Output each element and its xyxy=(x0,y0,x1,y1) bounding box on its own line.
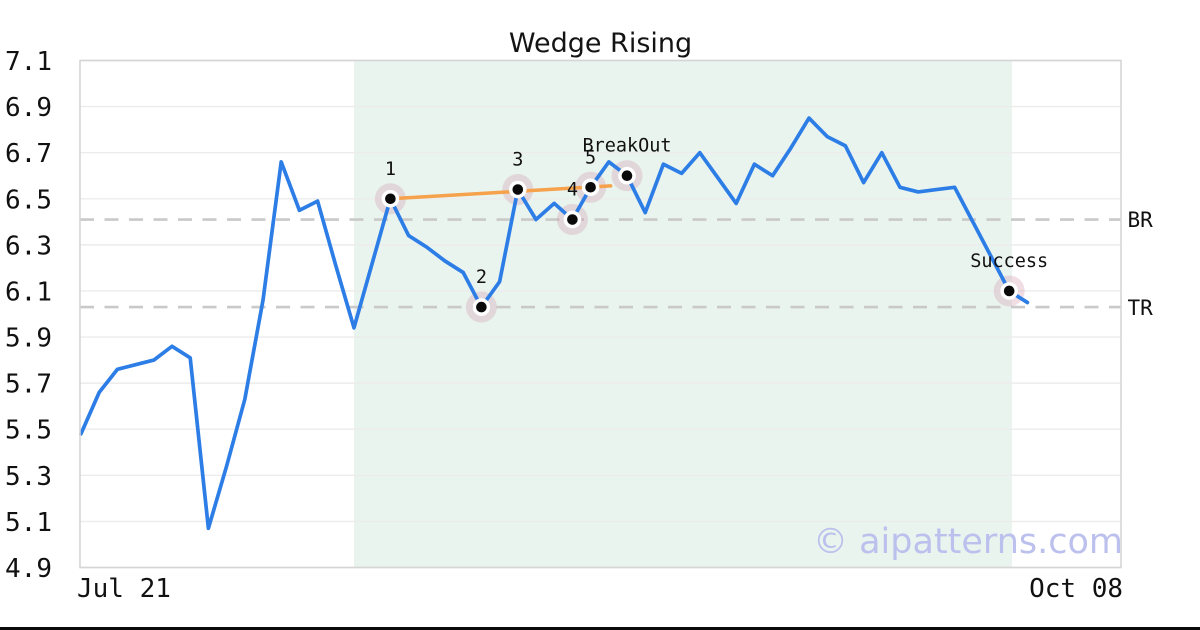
annotation-4: 4 xyxy=(567,180,578,201)
y-tick-label: 5.3 xyxy=(5,462,52,492)
annotation-2: 2 xyxy=(476,267,487,288)
annotation-breakout: BreakOut xyxy=(582,136,671,157)
level-label-tr: TR xyxy=(1128,296,1154,320)
annotation-5: 5 xyxy=(585,147,596,168)
x-tick-end: Oct 08 xyxy=(1029,574,1123,604)
annotation-1: 1 xyxy=(385,159,396,180)
pattern-region-layer xyxy=(354,60,1012,568)
y-tick-label: 4.9 xyxy=(5,554,52,584)
y-tick-label: 6.7 xyxy=(5,139,52,169)
y-axis-labels: 7.1 6.9 6.7 6.5 6.3 6.1 5.9 5.7 5.5 5.3 5.1 4.9 xyxy=(5,47,52,584)
marker-dot-success xyxy=(1003,285,1015,297)
y-tick-label: 6.1 xyxy=(5,277,52,307)
annotation-3: 3 xyxy=(512,150,523,171)
y-tick-label: 5.1 xyxy=(5,508,52,538)
annotation-success: Success xyxy=(970,251,1048,272)
price-line xyxy=(79,116,1030,531)
marker-dot-4 xyxy=(567,214,578,225)
marker-dot-1 xyxy=(385,193,396,205)
marker-dots-layer xyxy=(381,166,1018,316)
marker-dot-5 xyxy=(585,181,596,193)
y-tick-label: 7.1 xyxy=(5,47,52,77)
marker-dot-3 xyxy=(512,184,524,195)
x-tick-start: Jul 21 xyxy=(77,574,171,604)
marker-dot-2 xyxy=(476,301,487,313)
y-tick-label: 6.5 xyxy=(5,185,52,215)
y-tick-label: 6.9 xyxy=(5,93,52,123)
y-tick-label: 6.3 xyxy=(5,231,52,261)
plot-border xyxy=(79,59,1122,569)
bottom-bar xyxy=(0,627,1200,630)
chart-title: Wedge Rising xyxy=(509,28,692,59)
price-line-layer xyxy=(79,116,1030,531)
y-tick-label: 5.5 xyxy=(5,416,52,446)
level-lines-layer: BR TR xyxy=(80,208,1153,320)
pattern-region xyxy=(354,60,1012,568)
y-tick-label: 5.7 xyxy=(5,370,52,400)
watermark: © aipatterns.com xyxy=(813,522,1123,562)
level-label-br: BR xyxy=(1128,208,1154,232)
wedge-trendline xyxy=(388,184,613,201)
y-tick-label: 5.9 xyxy=(5,324,52,354)
marker-dot-breakout xyxy=(621,170,633,182)
trendline-layer xyxy=(388,184,613,201)
